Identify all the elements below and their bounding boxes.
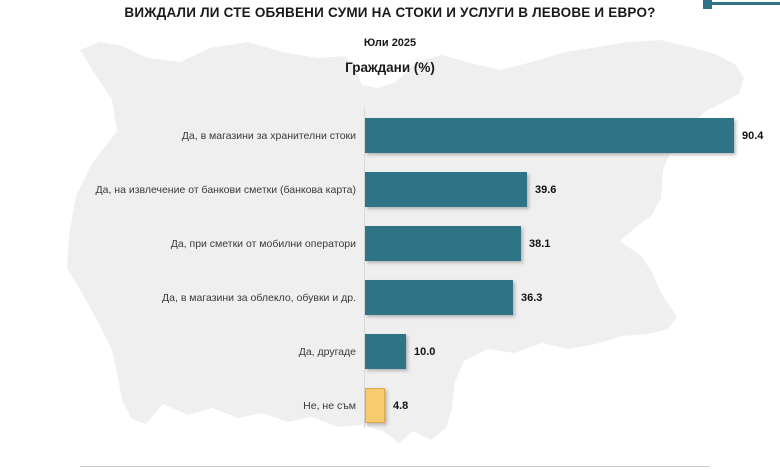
bar-row: Да, в магазини за облекло, обувки и др. … <box>0 280 780 315</box>
value-label: 38.1 <box>529 237 551 250</box>
bar-row: Да, другаде 10.0 <box>0 334 780 369</box>
value-label: 4.8 <box>393 399 409 412</box>
footer-divider <box>80 466 710 467</box>
category-label: Да, в магазини за облекло, обувки и др. <box>162 291 356 304</box>
bar-row: Да, на извлечение от банкови сметки (бан… <box>0 172 780 207</box>
bar-row: Да, в магазини за хранителни стоки 90.4 <box>0 118 780 153</box>
corner-accent-square <box>703 0 712 9</box>
bar <box>365 118 734 153</box>
bar <box>365 388 385 423</box>
category-label: Да, при сметки от мобилни оператори <box>170 237 356 250</box>
axis-baseline-vertical <box>364 108 365 428</box>
value-label: 36.3 <box>521 291 543 304</box>
bar <box>365 172 527 207</box>
category-label: Да, на извлечение от банкови сметки (бан… <box>95 183 357 196</box>
bar <box>365 334 406 369</box>
bar <box>365 280 513 315</box>
value-label: 39.6 <box>535 183 557 196</box>
value-label: 10.0 <box>414 345 436 358</box>
value-label: 90.4 <box>742 129 764 142</box>
bar-row: Не, не съм 4.8 <box>0 388 780 423</box>
chart-subtitle: Юли 2025 <box>363 37 417 49</box>
chart-unit-label: Граждани (%) <box>345 60 435 75</box>
category-label: Да, другаде <box>298 345 356 358</box>
corner-accent-line <box>712 2 780 5</box>
category-label: Не, не съм <box>303 399 356 412</box>
category-label: Да, в магазини за хранителни стоки <box>181 129 356 142</box>
chart-title: ВИЖДАЛИ ЛИ СТЕ ОБЯВЕНИ СУМИ НА СТОКИ И У… <box>124 5 656 20</box>
bar <box>365 226 521 261</box>
bar-row: Да, при сметки от мобилни оператори 38.1 <box>0 226 780 261</box>
